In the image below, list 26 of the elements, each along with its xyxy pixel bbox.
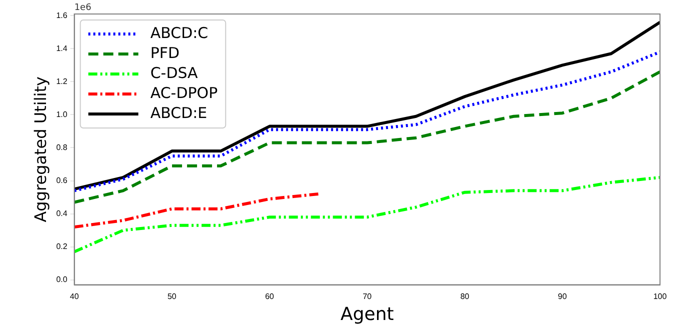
- line-series: [74, 176, 660, 254]
- y-tick-label: 1.6: [56, 10, 68, 20]
- text: 1e6: [74, 2, 92, 13]
- y-tick-label: 0.2: [56, 242, 68, 252]
- y-tick-label: 0.8: [56, 142, 68, 152]
- x-tick-label: 40: [70, 292, 80, 301]
- legend-label: C-DSA: [150, 64, 199, 82]
- y-tick-label: 1.0: [56, 110, 68, 119]
- x-tick-label: 90: [558, 292, 568, 301]
- y-tick-label: 1.4: [56, 44, 68, 53]
- y-tick-label: 0.0: [56, 275, 68, 284]
- legend-label: PFD: [150, 44, 180, 62]
- y-axis-title: Aggregated Utility: [30, 76, 50, 222]
- x-axis-title: Agent: [340, 304, 394, 325]
- legend-label: ABCD:C: [150, 24, 208, 42]
- x-tick-label: 80: [460, 292, 470, 301]
- y-tick-label: 0.4: [56, 209, 68, 218]
- legend-label: AC-DPOP: [150, 84, 218, 102]
- x-tick-label: 70: [362, 292, 372, 301]
- y-tick-label: 0.6: [56, 176, 68, 185]
- x-tick-label: 60: [265, 292, 275, 301]
- legend-label: ABCD:E: [150, 104, 208, 122]
- line-series: [74, 192, 320, 229]
- y-tick-label: 1.2: [56, 76, 68, 86]
- x-tick-label: 100: [653, 292, 668, 301]
- x-tick-label: 50: [167, 292, 177, 301]
